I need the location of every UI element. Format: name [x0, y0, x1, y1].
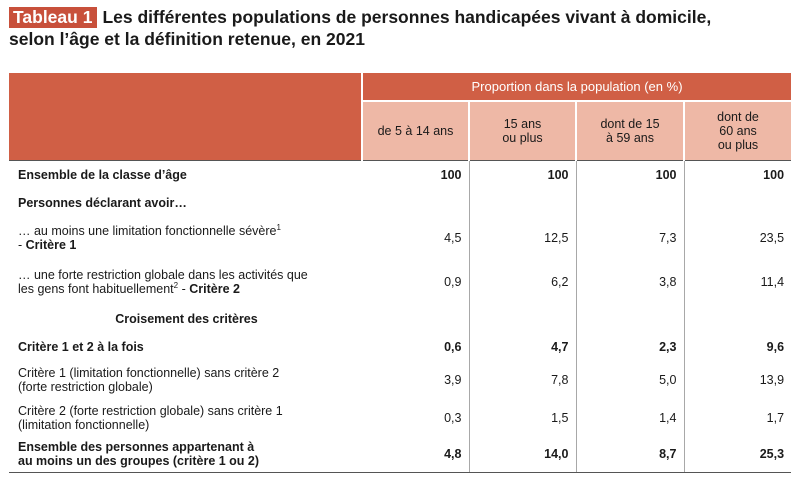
- cell-value: 100: [683, 160, 792, 190]
- table-row: Critère 1 et 2 à la fois 0,6 4,7 2,3 9,6: [9, 333, 792, 361]
- cell-value: 3,8: [575, 259, 684, 304]
- cell-value: 4,8: [362, 436, 469, 473]
- title-text-2: selon l’âge et la définition retenue, en…: [9, 29, 365, 49]
- table-row: Croisement des critères: [9, 303, 792, 334]
- cell-value: 3,9: [444, 372, 462, 387]
- row-label: Ensemble de la classe d’âge: [9, 160, 362, 190]
- cell-value: 100: [362, 160, 469, 190]
- cell-value: 0,6: [444, 340, 462, 354]
- cell-value: 1,5: [468, 398, 576, 437]
- data-table: Proportion dans la population (en %) de …: [9, 73, 792, 473]
- cell-value: 23,5: [683, 215, 792, 260]
- cell-value: 13,9: [683, 360, 792, 399]
- header-col-15-59: dont de 15 à 59 ans: [576, 101, 685, 161]
- table-row: Ensemble de la classe d’âge 100 100 100 …: [9, 160, 792, 190]
- cell-value: 0,3: [444, 410, 462, 425]
- header-col-5-14: de 5 à 14 ans: [362, 101, 470, 161]
- title-line-1: Tableau 1 Les différentes populations de …: [9, 6, 789, 28]
- cell-value: 8,7: [575, 436, 684, 473]
- cell-value: 0,9: [444, 274, 462, 289]
- table-row: … au moins une limitation fonctionnelle …: [9, 215, 792, 260]
- cell-value: 9,6: [683, 333, 792, 361]
- cell-value: 25,3: [683, 436, 792, 473]
- cell-value: 2,3: [575, 333, 684, 361]
- cell-value: 4,5: [444, 230, 462, 245]
- cell-value: 7,3: [575, 215, 684, 260]
- table-row: Ensemble des personnes appartenant à au m…: [9, 436, 792, 473]
- row-label: Personnes déclarant avoir…: [18, 195, 187, 210]
- cell-value: 4,7: [468, 333, 576, 361]
- cell-value: 7,8: [468, 360, 576, 399]
- table-row: Critère 2 (forte restriction globale) sa…: [9, 398, 792, 437]
- row-label: … au moins une limitation fonctionnelle …: [18, 222, 281, 252]
- cell-value: 11,4: [683, 259, 792, 304]
- cell-value: 100: [468, 160, 576, 190]
- table-row: Critère 1 (limitation fonctionnelle) san…: [9, 360, 792, 399]
- section-label: Croisement des critères: [115, 311, 258, 326]
- cell-value: 12,5: [468, 215, 576, 260]
- table-row: … une forte restriction globale dans les…: [9, 259, 792, 304]
- row-label: … une forte restriction globale dans les…: [18, 267, 308, 296]
- table-row: Personnes déclarant avoir…: [9, 189, 792, 216]
- row-label: Critère 1 et 2 à la fois: [18, 340, 144, 354]
- table-tag: Tableau 1: [9, 7, 98, 28]
- row-label: Critère 1 (limitation fonctionnelle) san…: [18, 365, 280, 394]
- header-col-60-plus: dont de 60 ans ou plus: [684, 101, 792, 161]
- title-text-1: Les différentes populations de personnes…: [102, 7, 712, 27]
- table-title: Tableau 1 Les différentes populations de …: [9, 6, 789, 50]
- header-group: Proportion dans la population (en %): [362, 73, 792, 102]
- header-corner: [9, 73, 363, 161]
- cell-value: 1,4: [575, 398, 684, 437]
- cell-value: 14,0: [468, 436, 576, 473]
- cell-value: 100: [575, 160, 684, 190]
- row-label: Ensemble des personnes appartenant à au m…: [9, 436, 362, 473]
- header-col-15-plus: 15 ans ou plus: [469, 101, 577, 161]
- cell-value: 5,0: [575, 360, 684, 399]
- cell-value: 1,7: [683, 398, 792, 437]
- row-label: Critère 2 (forte restriction globale) sa…: [18, 403, 283, 432]
- cell-value: 6,2: [468, 259, 576, 304]
